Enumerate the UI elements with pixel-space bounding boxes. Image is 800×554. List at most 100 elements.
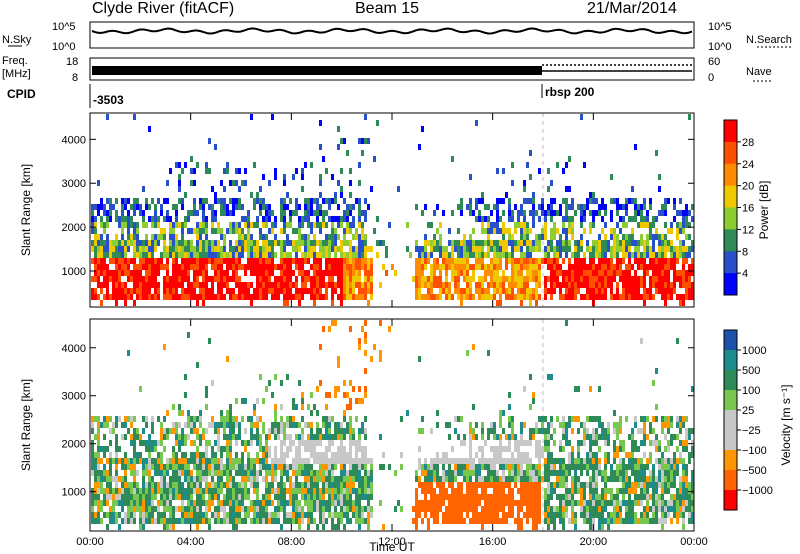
heatmap-cell	[175, 428, 178, 434]
power-colorbar-label: Power [dB]	[757, 181, 771, 240]
heatmap-cell	[211, 288, 214, 294]
heatmap-cell	[298, 380, 301, 386]
heatmap-cell	[424, 500, 427, 506]
heatmap-cell	[367, 494, 370, 500]
heatmap-cell	[121, 288, 124, 294]
heatmap-cell	[412, 276, 415, 282]
heatmap-cell	[364, 434, 367, 440]
heatmap-cell	[562, 276, 565, 282]
heatmap-cell	[529, 240, 532, 246]
heatmap-cell	[340, 246, 343, 252]
heatmap-cell	[349, 270, 352, 276]
heatmap-cell	[301, 168, 304, 174]
heatmap-cell	[265, 440, 268, 446]
heatmap-cell	[127, 222, 130, 228]
heatmap-cell	[454, 476, 457, 482]
heatmap-cell	[214, 144, 217, 150]
heatmap-cell	[583, 258, 586, 264]
heatmap-cell	[625, 288, 628, 294]
heatmap-cell	[619, 270, 622, 276]
heatmap-cell	[592, 282, 595, 288]
heatmap-cell	[640, 464, 643, 470]
heatmap-cell	[184, 252, 187, 258]
heatmap-cell	[598, 386, 601, 392]
heatmap-cell	[91, 422, 94, 428]
heatmap-cell	[133, 210, 136, 216]
heatmap-cell	[148, 216, 151, 222]
heatmap-cell	[205, 276, 208, 282]
heatmap-cell	[190, 494, 193, 500]
heatmap-cell	[631, 470, 634, 476]
heatmap-cell	[277, 458, 280, 464]
heatmap-cell	[589, 464, 592, 470]
heatmap-cell	[523, 264, 526, 270]
heatmap-cell	[316, 204, 319, 210]
heatmap-cell	[193, 452, 196, 458]
heatmap-cell	[640, 276, 643, 282]
heatmap-cell	[394, 270, 397, 276]
heatmap-cell	[241, 476, 244, 482]
heatmap-cell	[322, 252, 325, 258]
heatmap-cell	[433, 470, 436, 476]
heatmap-cell	[346, 276, 349, 282]
heatmap-cell	[598, 494, 601, 500]
heatmap-cell	[157, 470, 160, 476]
heatmap-cell	[370, 288, 373, 294]
heatmap-cell	[214, 216, 217, 222]
heatmap-cell	[346, 216, 349, 222]
heatmap-cell	[367, 500, 370, 506]
heatmap-cell	[142, 294, 145, 300]
heatmap-cell	[439, 294, 442, 300]
heatmap-cell	[226, 476, 229, 482]
heatmap-cell	[343, 138, 346, 144]
heatmap-cell	[154, 246, 157, 252]
heatmap-cell	[655, 264, 658, 270]
heatmap-cell	[538, 512, 541, 518]
heatmap-cell	[439, 482, 442, 488]
heatmap-cell	[454, 240, 457, 246]
heatmap-cell	[445, 264, 448, 270]
heatmap-cell	[685, 288, 688, 294]
heatmap-cell	[685, 294, 688, 300]
heatmap-cell	[142, 416, 145, 422]
heatmap-cell	[151, 500, 154, 506]
heatmap-cell	[307, 234, 310, 240]
heatmap-cell	[253, 410, 256, 416]
heatmap-cell	[577, 440, 580, 446]
heatmap-cell	[94, 464, 97, 470]
heatmap-cell	[109, 506, 112, 512]
heatmap-cell	[124, 264, 127, 270]
heatmap-cell	[631, 198, 634, 204]
heatmap-cell	[238, 282, 241, 288]
heatmap-cell	[241, 488, 244, 494]
heatmap-cell	[325, 222, 328, 228]
heatmap-cell	[346, 494, 349, 500]
heatmap-cell	[235, 276, 238, 282]
heatmap-cell	[661, 294, 664, 300]
heatmap-cell	[625, 500, 628, 506]
heatmap-cell	[274, 216, 277, 222]
heatmap-cell	[430, 458, 433, 464]
heatmap-cell	[634, 518, 637, 524]
heatmap-cell	[157, 482, 160, 488]
heatmap-cell	[274, 294, 277, 300]
heatmap-cell	[508, 234, 511, 240]
heatmap-cell	[127, 270, 130, 276]
heatmap-cell	[262, 464, 265, 470]
heatmap-cell	[223, 168, 226, 174]
heatmap-cell	[262, 398, 265, 404]
heatmap-cell	[250, 282, 253, 288]
heatmap-cell	[565, 464, 568, 470]
heatmap-cell	[520, 240, 523, 246]
heatmap-cell	[310, 276, 313, 282]
heatmap-cell	[334, 288, 337, 294]
heatmap-cell	[160, 488, 163, 494]
heatmap-cell	[319, 174, 322, 180]
heatmap-cell	[610, 252, 613, 258]
heatmap-cell	[424, 506, 427, 512]
heatmap-cell	[253, 506, 256, 512]
heatmap-cell	[334, 228, 337, 234]
heatmap-cell	[232, 416, 235, 422]
heatmap-cell	[643, 204, 646, 210]
heatmap-cell	[286, 192, 289, 198]
